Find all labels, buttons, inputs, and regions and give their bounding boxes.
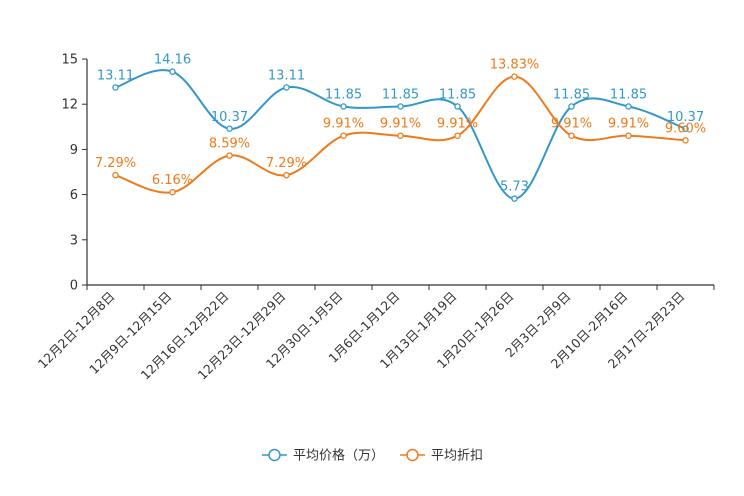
data-point — [226, 152, 233, 159]
data-point — [283, 171, 290, 179]
legend-marker-2 — [406, 448, 419, 462]
data-point — [397, 132, 404, 139]
legend-label-1: 平均价格（万） — [293, 448, 384, 464]
data-label: 9.91% — [437, 117, 478, 132]
data-label: 14.16 — [154, 53, 191, 68]
data-label: 9.91% — [380, 117, 421, 132]
data-label: 5.73 — [500, 180, 529, 195]
legend[interactable]: 平均价格（万） 平均折扣 — [262, 448, 483, 464]
data-point — [625, 103, 632, 110]
data-label: 8.59% — [209, 137, 250, 152]
data-label: 11.85 — [610, 87, 647, 102]
data-point — [682, 137, 689, 144]
data-point — [112, 171, 119, 179]
data-label: 13.11 — [268, 68, 305, 83]
data-label: 10.37 — [211, 110, 248, 125]
data-label: 9.91% — [551, 117, 592, 132]
data-label: 11.85 — [439, 87, 476, 102]
legend-label-2: 平均折扣 — [431, 449, 483, 464]
data-label: 10.37 — [667, 110, 704, 125]
data-point — [568, 103, 575, 110]
data-label: 7.29% — [95, 156, 136, 171]
data-point — [226, 125, 233, 133]
legend-marker-1 — [268, 448, 281, 462]
data-label: 7.29% — [266, 156, 307, 171]
data-point — [283, 84, 290, 91]
data-point — [682, 125, 689, 133]
data-label: 11.85 — [553, 87, 590, 102]
y-tick-label: 3 — [70, 233, 78, 248]
data-point — [511, 195, 518, 202]
y-tick-label: 15 — [61, 53, 78, 68]
data-label: 6.16% — [152, 173, 193, 188]
y-tick-label: 9 — [70, 143, 78, 158]
series-layer — [112, 68, 689, 202]
data-point — [568, 132, 575, 139]
data-point — [340, 132, 347, 139]
data-label: 9.60% — [665, 121, 706, 136]
data-label: 11.85 — [382, 87, 419, 102]
data-point — [169, 188, 176, 196]
y-tick-label: 6 — [70, 188, 78, 203]
y-tick-label: 0 — [70, 279, 78, 294]
data-point — [340, 103, 347, 110]
data-label: 13.83% — [490, 58, 540, 73]
data-label: 11.85 — [325, 87, 362, 102]
data-labels: 13.11 14.16 10.37 13.11 11.85 11.85 11.85 5.73 1… — [95, 53, 706, 195]
data-point — [454, 103, 461, 110]
data-point — [454, 132, 461, 139]
data-label: 9.91% — [608, 117, 649, 132]
data-point — [112, 84, 119, 91]
data-point — [511, 73, 518, 80]
data-point — [397, 103, 404, 110]
data-label: 13.11 — [97, 68, 134, 83]
y-tick-label: 12 — [61, 98, 78, 113]
series-line-1 — [115, 69, 686, 200]
data-point — [169, 68, 176, 75]
data-point — [625, 132, 632, 139]
data-label: 9.91% — [323, 117, 364, 132]
